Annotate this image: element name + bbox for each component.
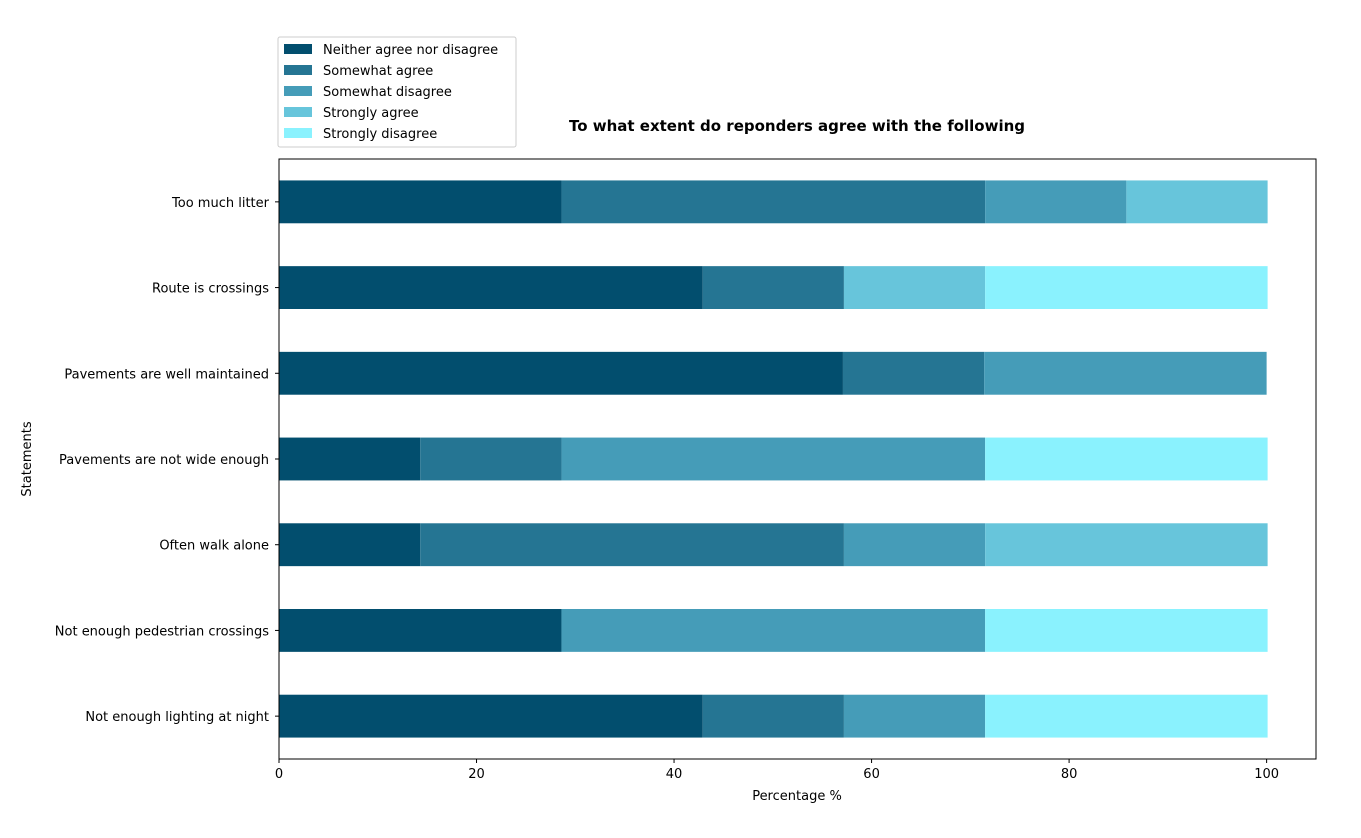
x-tick-label: 100 <box>1254 767 1279 782</box>
bar-segment <box>279 437 421 481</box>
x-axis-label: Percentage % <box>752 789 842 804</box>
bars-group <box>279 180 1268 738</box>
bar-segment <box>279 180 562 224</box>
bar-segment <box>843 266 986 309</box>
bar-segment <box>561 180 986 224</box>
bar-segment <box>279 609 562 652</box>
bar-segment <box>1126 180 1268 224</box>
x-tick-label: 60 <box>863 767 880 782</box>
x-tick-label: 0 <box>275 767 283 782</box>
bar-segment <box>985 180 1127 224</box>
bar-segment <box>561 437 986 481</box>
bar-segment <box>985 437 1268 481</box>
legend-label: Neither agree nor disagree <box>323 43 498 58</box>
bar-segment <box>984 351 1267 395</box>
legend-label: Strongly disagree <box>323 127 437 142</box>
legend-swatch <box>284 65 312 75</box>
bar-segment <box>843 523 986 567</box>
legend-label: Strongly agree <box>323 106 419 121</box>
y-axis: Not enough lighting at night Not enough p… <box>55 196 279 725</box>
bar-segment <box>985 266 1268 309</box>
legend-swatch <box>284 44 312 54</box>
legend-swatch <box>284 86 312 96</box>
bar-segment <box>561 609 986 652</box>
legend: Neither agree nor disagree Somewhat agree… <box>277 36 517 148</box>
bar-segment <box>420 523 844 567</box>
x-tick-label: 20 <box>468 767 485 782</box>
bar-segment <box>702 694 844 738</box>
x-tick-label: 80 <box>1061 767 1078 782</box>
chart-title: To what extent do reponders agree with t… <box>569 117 1025 135</box>
y-tick-label: Too much litter <box>171 196 270 211</box>
bar-segment <box>985 609 1268 652</box>
legend-swatch <box>284 128 312 138</box>
legend-swatch <box>284 107 312 117</box>
legend-label: Somewhat disagree <box>323 85 452 100</box>
bar-segment <box>985 523 1268 567</box>
bar-segment <box>702 266 844 309</box>
bar-segment <box>985 694 1268 738</box>
y-tick-label: Pavements are not wide enough <box>59 453 269 468</box>
y-tick-label: Not enough pedestrian crossings <box>55 624 269 639</box>
y-tick-label: Pavements are well maintained <box>64 367 269 382</box>
bar-segment <box>279 523 421 567</box>
bar-segment <box>842 351 985 395</box>
bar-segment <box>279 266 703 309</box>
bar-segment <box>420 437 562 481</box>
y-tick-label: Route is crossings <box>152 282 269 297</box>
legend-label: Somewhat agree <box>323 64 433 79</box>
y-axis-label: Statements <box>20 421 35 496</box>
y-tick-label: Not enough lighting at night <box>85 710 269 725</box>
bar-segment <box>279 694 703 738</box>
legend-box <box>277 36 517 148</box>
y-tick-label: Often walk alone <box>159 539 269 554</box>
bar-segment <box>279 351 843 395</box>
bar-segment <box>843 694 986 738</box>
x-axis: 0 20 40 60 80 100 <box>275 759 1279 782</box>
x-tick-label: 40 <box>666 767 683 782</box>
